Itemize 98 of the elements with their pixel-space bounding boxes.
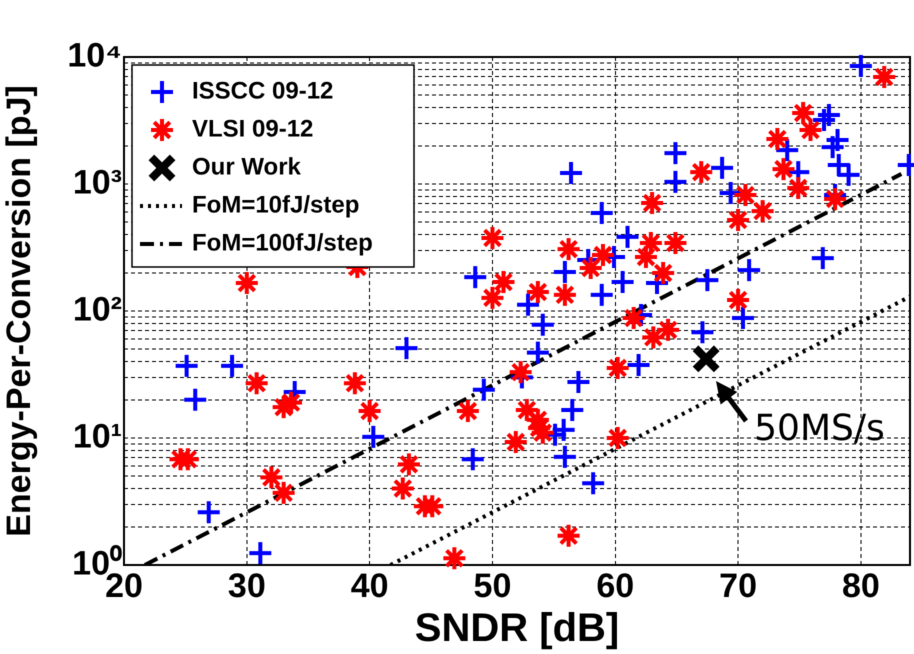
point xyxy=(812,247,834,270)
point xyxy=(272,482,295,504)
point xyxy=(558,524,580,547)
point xyxy=(184,388,206,411)
point xyxy=(641,192,664,214)
point xyxy=(532,314,554,336)
point xyxy=(692,345,720,372)
legend-label: FoM=100fJ/step xyxy=(192,230,373,257)
point xyxy=(561,399,584,422)
point xyxy=(236,272,258,294)
point xyxy=(560,162,582,184)
y-tick-label: 10² xyxy=(72,290,122,328)
point xyxy=(727,289,750,312)
point xyxy=(800,119,822,142)
point xyxy=(221,354,244,377)
x-tick-label: 80 xyxy=(842,566,880,605)
point xyxy=(824,188,846,210)
point xyxy=(606,427,629,449)
point xyxy=(664,142,686,164)
x-tick-label: 70 xyxy=(719,566,757,605)
point xyxy=(691,321,714,344)
point xyxy=(526,281,549,304)
point xyxy=(580,257,602,280)
point xyxy=(246,372,268,394)
point xyxy=(472,378,495,401)
point xyxy=(622,307,645,330)
point xyxy=(696,269,718,292)
point xyxy=(727,208,750,231)
point xyxy=(249,542,272,564)
point xyxy=(554,260,576,283)
point xyxy=(612,271,634,294)
point xyxy=(526,342,549,364)
annotation: 50MS/s xyxy=(754,408,885,450)
point xyxy=(628,354,650,376)
point xyxy=(176,354,198,377)
point xyxy=(456,400,479,422)
point xyxy=(358,400,381,422)
point xyxy=(558,238,580,260)
legend-label: FoM=10fJ/step xyxy=(192,192,360,219)
point xyxy=(590,284,613,306)
point xyxy=(567,371,590,394)
x-axis-title: SNDR [dB] xyxy=(414,606,620,650)
y-tick-label: 10³ xyxy=(72,163,122,202)
point xyxy=(554,284,576,306)
point xyxy=(198,501,220,524)
point xyxy=(280,392,302,414)
point xyxy=(616,226,639,248)
x-tick-label: 50 xyxy=(474,566,512,605)
legend-label: VLSI 09-12 xyxy=(192,116,314,143)
point xyxy=(634,246,657,268)
point xyxy=(392,478,414,500)
point xyxy=(362,426,384,448)
point xyxy=(464,266,486,288)
point xyxy=(504,431,527,454)
point xyxy=(734,184,756,206)
point xyxy=(732,307,754,330)
x-tick-label: 30 xyxy=(228,566,266,605)
x-tick-label: 40 xyxy=(350,566,389,605)
point xyxy=(850,54,872,77)
point xyxy=(260,466,282,488)
point xyxy=(766,128,788,150)
y-tick-label: 10¹ xyxy=(72,417,122,456)
point xyxy=(510,361,532,384)
point xyxy=(443,547,466,570)
legend-label: ISSCC 09-12 xyxy=(192,78,334,105)
point xyxy=(582,472,604,494)
point xyxy=(344,372,366,394)
x-tick-label: 60 xyxy=(596,566,634,605)
point xyxy=(664,170,686,193)
point xyxy=(481,286,504,309)
point xyxy=(657,318,680,341)
point xyxy=(398,453,420,476)
point xyxy=(554,446,576,468)
point xyxy=(592,244,614,266)
point xyxy=(792,102,814,124)
point xyxy=(481,226,504,249)
point xyxy=(838,164,860,186)
legend-label: Our Work xyxy=(192,154,302,181)
point xyxy=(822,136,844,158)
point xyxy=(606,356,629,379)
point xyxy=(590,202,613,224)
point xyxy=(642,326,664,348)
point xyxy=(738,259,760,282)
point xyxy=(711,156,734,179)
point xyxy=(772,158,795,180)
point xyxy=(873,66,896,88)
point xyxy=(652,262,674,284)
point xyxy=(517,294,540,316)
point xyxy=(492,271,514,294)
y-tick-label: 10⁴ xyxy=(67,36,122,74)
point xyxy=(752,200,774,222)
point xyxy=(664,232,686,254)
y-axis-title: Energy-Per-Conversion [pJ] xyxy=(0,85,38,537)
point xyxy=(462,448,484,470)
point xyxy=(690,161,712,184)
point xyxy=(787,177,810,200)
point xyxy=(813,109,836,132)
point xyxy=(395,337,418,360)
